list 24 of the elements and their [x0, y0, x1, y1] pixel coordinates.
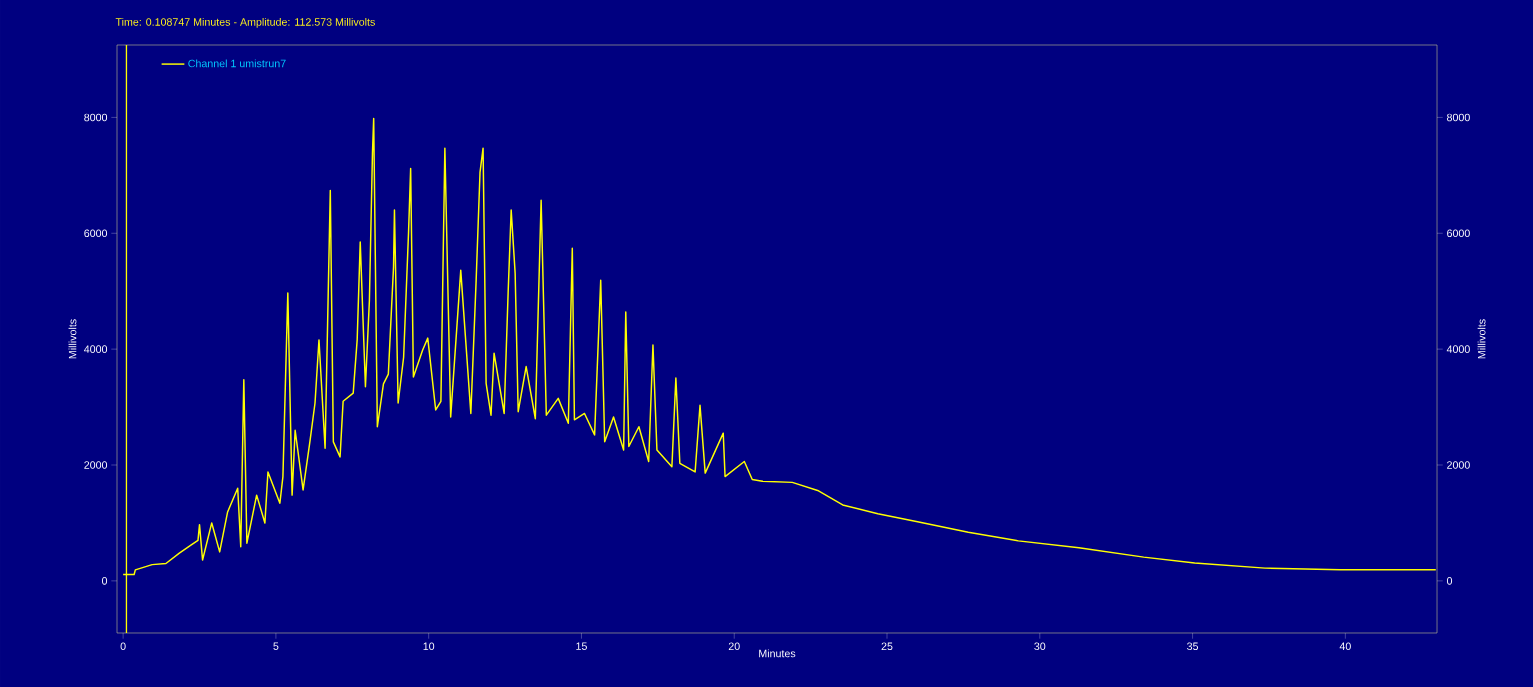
x-tick-label: 40	[1339, 642, 1351, 651]
y-tick-label: 0	[101, 577, 108, 585]
y-axis-title: Millivolts	[68, 319, 77, 359]
x-tick-label: 25	[881, 642, 893, 651]
y2-tick-label: 0	[1446, 577, 1453, 585]
y2-tick-label: 2000	[1447, 461, 1470, 469]
chart-title: Time: 0.108747 Minutes - Amplitude: 112.573 Millivolts	[115, 17, 375, 28]
x-tick-label: 15	[576, 642, 587, 650]
legend-label: Channel 1 umistrun7	[188, 59, 286, 68]
y2-tick-label: 6000	[1447, 229, 1470, 238]
x-axis-title: Minutes	[759, 649, 796, 658]
y2-tick-label: 4000	[1446, 345, 1470, 353]
x-tick-label: 30	[1034, 642, 1046, 651]
y-tick-label: 8000	[84, 113, 108, 122]
y2-tick-label: 8000	[1447, 113, 1470, 122]
y2-axis-title: Millivolts	[1477, 319, 1486, 359]
x-tick-label: 20	[728, 642, 740, 651]
y-tick-label: 2000	[84, 461, 108, 469]
x-tick-label: 10	[423, 642, 435, 651]
x-tick-label: 5	[273, 642, 279, 650]
y-tick-label: 6000	[84, 229, 108, 238]
y-tick-label: 4000	[84, 345, 108, 353]
x-tick-label: 0	[120, 642, 126, 651]
x-tick-label: 35	[1187, 642, 1199, 651]
